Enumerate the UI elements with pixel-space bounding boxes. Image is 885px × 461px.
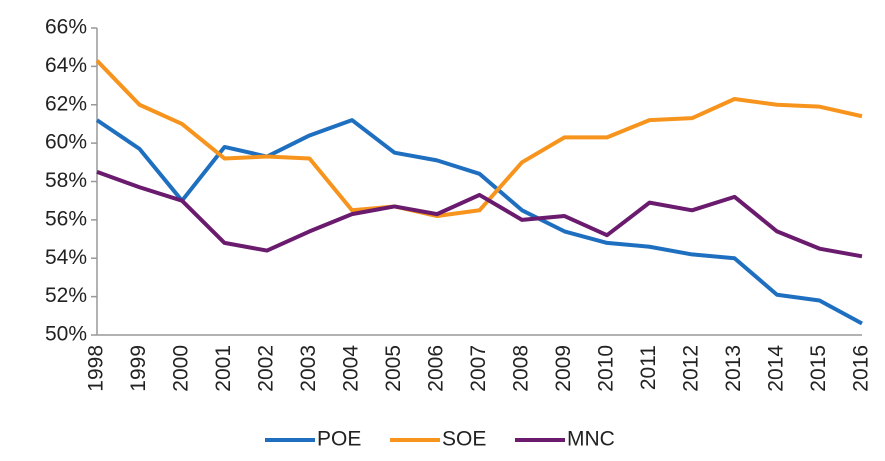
y-tick-label: 66%: [45, 16, 87, 39]
x-tick-label: 1998: [85, 345, 108, 392]
y-tick-label: 62%: [45, 92, 87, 115]
y-tick-label: 50%: [45, 323, 87, 346]
x-tick-label: 2005: [382, 345, 405, 392]
x-tick-label: 2006: [425, 345, 448, 392]
series-line: [95, 118, 863, 326]
x-tick-label: 2000: [170, 345, 193, 392]
y-tick-label: 60%: [45, 131, 87, 154]
legend-label: SOE: [442, 428, 486, 451]
x-tick-label: 2012: [680, 345, 703, 392]
x-tick-label: 1999: [127, 345, 150, 392]
x-tick-label: 2001: [212, 345, 235, 392]
x-tick-label: 2014: [765, 345, 788, 392]
x-tick-label: 2002: [255, 345, 278, 392]
y-tick-label: 64%: [45, 54, 87, 77]
x-tick-label: 2009: [552, 345, 575, 392]
x-tick-label: 2010: [595, 345, 618, 392]
y-tick-label: 52%: [45, 284, 87, 307]
y-tick-label: 56%: [45, 207, 87, 230]
x-tick-label: 2008: [510, 345, 533, 392]
x-tick-label: 2011: [637, 345, 660, 390]
series-line: [95, 59, 863, 219]
y-tick-label: 58%: [45, 169, 87, 192]
legend-label: POE: [317, 428, 361, 451]
x-tick-label: 2015: [807, 345, 830, 392]
x-tick-label: 2007: [467, 345, 490, 392]
x-tick-label: 2004: [340, 345, 363, 392]
series-line: [96, 170, 863, 259]
x-tick-label: 2016: [850, 345, 873, 392]
legend-label: MNC: [567, 428, 615, 451]
x-tick-label: 2013: [722, 345, 745, 392]
y-tick-label: 54%: [45, 246, 87, 269]
x-tick-label: 2003: [297, 345, 320, 392]
